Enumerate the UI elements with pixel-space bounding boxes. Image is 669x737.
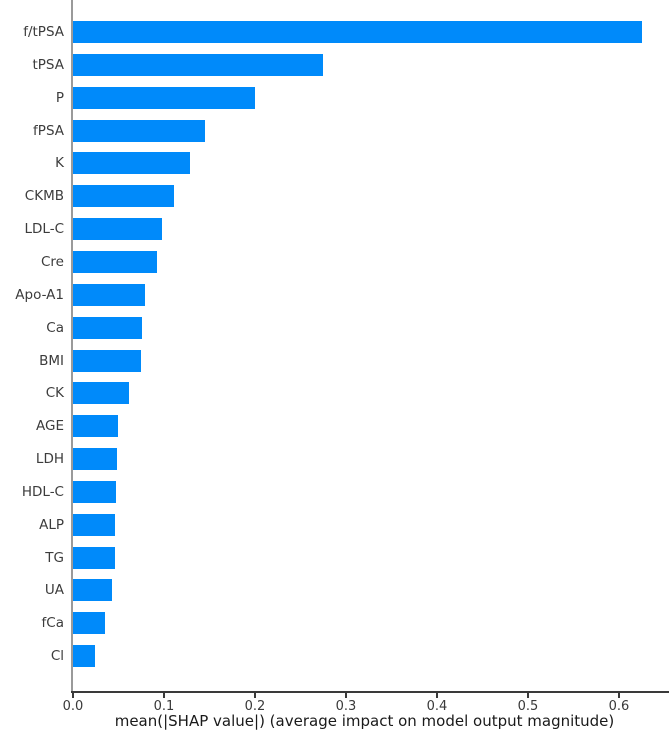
y-tick-label: AGE [36,418,64,435]
bar-P [73,86,255,109]
bar-row: CKMB [0,185,669,208]
bar-row: tPSA [0,53,669,76]
bar-Cl [73,645,95,668]
bar-fCa [73,612,105,635]
x-axis-label: mean(|SHAP value|) (average impact on mo… [114,712,615,730]
bar-row: f/tPSA [0,21,669,43]
y-tick-label: K [55,155,64,172]
y-tick-label: BMI [39,352,64,369]
bar-LDL-C [73,218,163,241]
bar-row: K [0,152,669,175]
x-tick-mark [527,693,529,698]
x-tick-label: 0.4 [426,699,448,714]
y-tick-label: fCa [41,615,64,632]
bar-Apo-A1 [73,283,145,306]
y-tick-label: P [55,89,64,106]
y-tick-label: f/tPSA [23,24,64,40]
bar-row: ALP [0,513,669,536]
y-tick-label: Cl [50,648,64,665]
bar-Ca [73,316,143,339]
x-tick-label: 0.2 [244,699,266,714]
bar-row: UA [0,579,669,602]
x-tick-mark [436,693,438,698]
y-tick-label: TG [45,549,64,566]
bar-K [73,152,191,175]
y-tick-label: Ca [46,319,64,336]
x-tick-label: 0.3 [335,699,357,714]
y-tick-label: tPSA [32,56,65,73]
y-tick-label: fPSA [33,122,64,139]
bar-HDL-C [73,480,116,503]
x-tick-label: 0.1 [153,699,175,714]
y-tick-label: Cre [41,253,64,270]
bar-row: TG [0,546,669,569]
bar-row: HDL-C [0,480,669,503]
y-tick-label: HDL-C [21,483,64,500]
x-axis-line [71,691,669,693]
bar-TG [73,546,115,569]
y-axis-line [71,0,73,692]
x-tick-label: 0.5 [517,699,539,714]
bar-row: LDL-C [0,218,669,241]
bar-row: CK [0,382,669,405]
bar-row: Cre [0,250,669,273]
x-tick-mark [345,693,347,698]
y-tick-label: CKMB [24,188,64,205]
bar-Cre [73,250,157,273]
y-tick-label: LDH [35,451,64,468]
x-tick-label: 0.6 [608,699,630,714]
x-tick-mark [163,693,165,698]
bar-CK [73,382,130,405]
bar-row: fCa [0,612,669,635]
bar-row: BMI [0,349,669,372]
bar-AGE [73,415,118,438]
bar-row: P [0,86,669,109]
x-tick-mark [254,693,256,698]
bar-row: Apo-A1 [0,283,669,306]
y-tick-label: UA [44,582,64,599]
x-tick-mark [618,693,620,698]
bar-BMI [73,349,142,372]
bar-CKMB [73,185,174,208]
x-tick-mark [72,693,74,698]
y-tick-label: Apo-A1 [15,286,64,303]
bar-row: AGE [0,415,669,438]
x-tick-label: 0.0 [62,699,84,714]
y-tick-label: LDL-C [24,221,65,238]
bar-LDH [73,448,117,471]
bar-row: LDH [0,448,669,471]
bar-ALP [73,513,115,536]
bar-UA [73,579,113,602]
bar-row: Ca [0,316,669,339]
bar-fPSA [73,119,205,142]
bar-f/tPSA [73,21,642,43]
y-tick-label: ALP [39,516,64,533]
bar-row: Cl [0,645,669,668]
bar-tPSA [73,53,324,76]
bar-row: fPSA [0,119,669,142]
y-tick-label: CK [45,385,64,402]
